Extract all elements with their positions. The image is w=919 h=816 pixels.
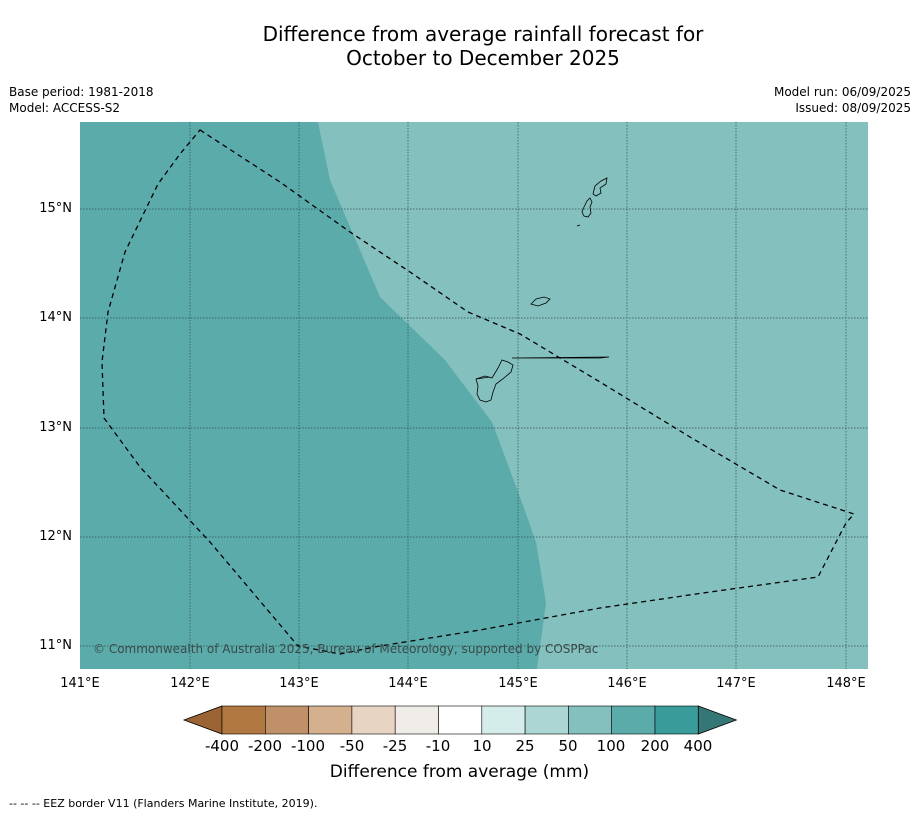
island-guam-shape <box>475 359 514 403</box>
colorbar-cell <box>481 705 526 735</box>
colorbar-label: 100 <box>596 737 626 755</box>
model-run: Model run: 06/09/2025 <box>773 85 911 99</box>
eez-legend-note: -- -- -- EEZ border V11 (Flanders Marine… <box>9 797 318 810</box>
lon-label-141: 141°E <box>60 676 100 691</box>
lon-label-146: 146°E <box>607 676 647 691</box>
issued-date: Issued: 08/09/2025 <box>795 101 911 115</box>
base-period: Base period: 1981-2018 <box>9 85 154 99</box>
colorbar-label: -100 <box>290 737 326 755</box>
colorbar-label: -200 <box>247 737 283 755</box>
colorbar-label: 50 <box>558 737 578 755</box>
lon-label-147: 147°E <box>716 676 756 691</box>
colorbar-label: 25 <box>515 737 535 755</box>
lat-label-12: 12°N <box>39 529 72 544</box>
colorbar-title: Difference from average (mm) <box>329 762 590 782</box>
map-title: Difference from average rainfall forecas… <box>0 22 919 70</box>
lat-label-13: 13°N <box>39 420 72 435</box>
colorbar-label: 400 <box>683 737 713 755</box>
metadata-left: Base period: 1981-2018 Model: ACCESS-S2 <box>9 84 154 116</box>
colorbar-cell <box>394 705 439 735</box>
title-line-2: October to December 2025 <box>346 46 620 70</box>
lon-label-142: 142°E <box>170 676 210 691</box>
lat-label-11: 11°N <box>39 638 72 653</box>
colorbar-cell <box>524 705 569 735</box>
colorbar-cells <box>182 705 738 735</box>
colorbar <box>182 705 738 735</box>
colorbar-label: -50 <box>339 737 365 755</box>
copyright-notice: © Commonwealth of Australia 2025, Bureau… <box>93 642 599 656</box>
colorbar-cell <box>611 705 656 735</box>
lat-label-14: 14°N <box>39 310 72 325</box>
island-rota <box>530 296 551 307</box>
map-panel: © Commonwealth of Australia 2025, Bureau… <box>80 122 868 669</box>
colorbar-extend-low <box>182 705 223 735</box>
map-canvas <box>80 122 868 669</box>
lon-label-144: 144°E <box>388 676 428 691</box>
colorbar-label: 200 <box>640 737 670 755</box>
colorbar-extend-high <box>697 705 738 735</box>
islands <box>475 177 610 403</box>
colorbar-label: -10 <box>425 737 451 755</box>
graticule <box>80 122 868 669</box>
lon-label-145: 145°E <box>498 676 538 691</box>
island-saipan <box>592 177 608 197</box>
title-line-1: Difference from average rainfall forecas… <box>262 22 704 46</box>
colorbar-label: -400 <box>204 737 240 755</box>
colorbar-cell <box>351 705 396 735</box>
colorbar-cell <box>438 705 483 735</box>
colorbar-cell <box>654 705 699 735</box>
island-tinian-saipan <box>576 197 593 227</box>
lon-label-148: 148°E <box>826 676 866 691</box>
lon-label-143: 143°E <box>279 676 319 691</box>
colorbar-cell <box>568 705 613 735</box>
island-guam <box>511 356 610 359</box>
colorbar-label: -25 <box>382 737 408 755</box>
colorbar-label: 10 <box>472 737 492 755</box>
eez-border <box>101 129 856 655</box>
colorbar-cell <box>264 705 309 735</box>
band-100-200 <box>80 122 546 669</box>
model-name: Model: ACCESS-S2 <box>9 101 121 115</box>
colorbar-cell <box>308 705 353 735</box>
lat-label-15: 15°N <box>39 201 72 216</box>
metadata-right: Model run: 06/09/2025 Issued: 08/09/2025 <box>774 84 911 116</box>
colorbar-cell <box>221 705 266 735</box>
